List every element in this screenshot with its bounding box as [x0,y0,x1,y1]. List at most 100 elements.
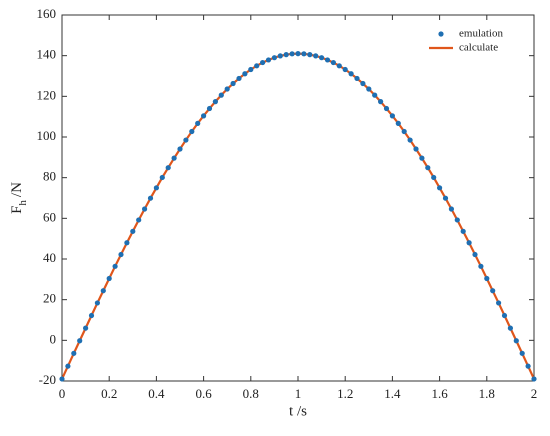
y-label-unit: /N [9,182,25,197]
data-point [71,350,77,356]
data-point [94,300,100,306]
data-point [59,376,65,382]
data-point [342,66,348,73]
data-point [283,52,289,58]
data-point [65,363,71,369]
data-point [248,66,254,73]
data-point [360,80,366,87]
y-tick-label: 80 [43,169,56,184]
data-point [136,217,142,223]
data-point [106,275,112,282]
data-point [324,57,331,63]
data-point [271,55,277,61]
data-point [437,185,443,191]
y-tick-label: 140 [37,47,57,62]
data-point [313,53,319,59]
data-point [330,59,336,66]
data-point [378,99,384,105]
data-point [265,57,272,63]
data-point [212,99,218,105]
data-point [519,350,525,356]
data-point [189,128,195,135]
data-point [124,240,130,246]
plot-frame [61,14,535,382]
data-point [448,206,454,212]
y-tick-label: 20 [43,291,56,306]
x-tick-label: 1.8 [479,386,495,401]
data-point [165,165,171,171]
data-point [218,92,224,98]
data-point [242,71,248,77]
x-tick-label: 1.4 [384,386,401,401]
data-point [395,120,401,126]
x-tick-label: 0 [59,386,66,401]
y-tick-label: 160 [37,6,57,21]
data-point [454,217,460,223]
data-point [195,120,201,126]
y-tick-label: 60 [43,209,56,224]
data-point [177,146,183,152]
data-point [277,53,283,59]
y-label-subscript: h [17,200,29,206]
y-tick-label: -20 [39,372,56,387]
x-tick-label: 0.8 [243,386,259,401]
data-point [354,75,360,82]
legend-marker [438,31,444,37]
data-point [413,146,419,152]
data-point [301,51,307,57]
data-point [525,363,531,369]
data-point [496,300,502,306]
x-tick-label: 0.2 [101,386,117,401]
x-tick-label: 2 [531,386,538,401]
data-point [507,325,513,331]
data-point [236,75,242,82]
data-point [366,86,372,92]
data-point [383,105,390,112]
data-point [513,338,519,344]
data-point [260,59,266,66]
data-point [77,338,83,344]
data-point [419,155,425,161]
data-point [490,288,496,294]
data-point [389,113,395,119]
y-tick-label: 0 [50,331,57,346]
y-tick-label: 100 [37,128,57,143]
data-point [224,86,230,92]
data-point [295,51,301,57]
data-point [348,71,354,77]
data-point [118,251,124,258]
data-point [466,240,472,246]
data-point [319,55,325,61]
data-point [147,195,154,201]
y-tick-label: 40 [43,250,56,265]
series-line [61,52,535,380]
data-point [431,174,437,181]
data-point [484,275,490,282]
data-point [407,137,413,143]
y-axis-label: Fh/N [9,182,28,214]
data-point [478,263,484,269]
data-point [183,137,189,143]
data-point [142,206,148,212]
y-label-main: F [9,206,25,214]
data-point [112,263,118,269]
data-point [230,80,236,87]
data-point [83,325,89,331]
x-tick-label: 1.6 [431,386,448,401]
data-point [401,128,407,135]
data-point [206,105,213,112]
data-point [472,251,478,258]
data-point [501,312,508,319]
data-point [460,228,466,234]
data-point [88,312,95,319]
data-point [153,185,159,191]
legend-label: calculate [459,42,498,54]
data-point [130,228,136,234]
data-point [100,288,106,294]
y-tick-label: 120 [37,87,57,102]
data-point [201,113,207,119]
data-point [336,63,342,69]
data-point [442,195,449,201]
data-point [171,155,177,161]
